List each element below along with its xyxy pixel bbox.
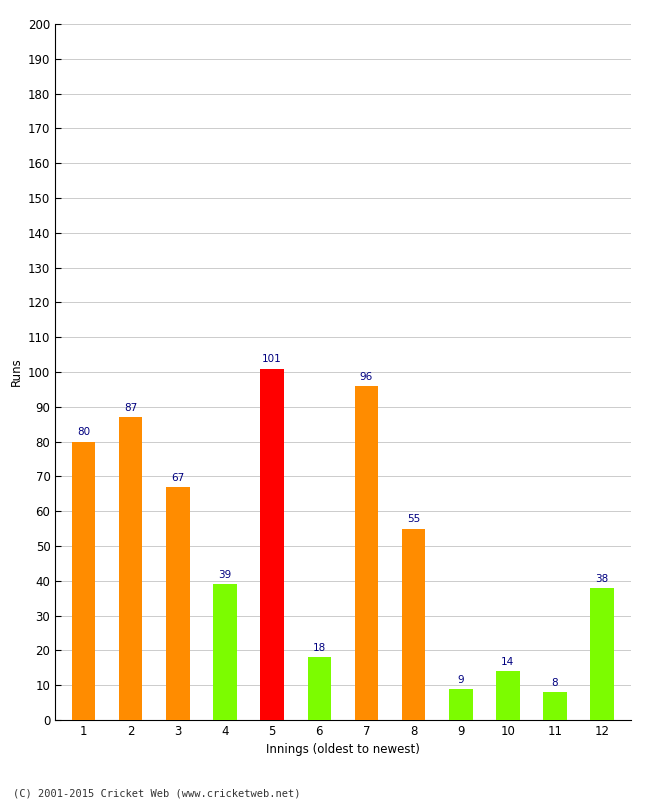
Text: 87: 87 [124, 403, 137, 413]
Bar [307, 658, 331, 720]
Text: 80: 80 [77, 427, 90, 438]
Text: 96: 96 [360, 372, 373, 382]
Y-axis label: Runs: Runs [10, 358, 23, 386]
Text: 67: 67 [171, 473, 185, 482]
Bar [72, 442, 96, 720]
Bar [166, 487, 190, 720]
Text: 38: 38 [595, 574, 609, 583]
Text: 55: 55 [407, 514, 421, 525]
Bar [590, 588, 614, 720]
Text: 9: 9 [458, 674, 464, 685]
Bar [355, 386, 378, 720]
Bar [496, 671, 520, 720]
Text: 8: 8 [552, 678, 558, 688]
Text: 101: 101 [262, 354, 282, 364]
Text: 39: 39 [218, 570, 231, 580]
Text: 18: 18 [313, 643, 326, 653]
Bar [119, 418, 142, 720]
Text: (C) 2001-2015 Cricket Web (www.cricketweb.net): (C) 2001-2015 Cricket Web (www.cricketwe… [13, 788, 300, 798]
Bar [213, 584, 237, 720]
Bar [449, 689, 473, 720]
Bar [261, 369, 284, 720]
Bar [402, 529, 425, 720]
Text: 14: 14 [501, 657, 515, 667]
X-axis label: Innings (oldest to newest): Innings (oldest to newest) [266, 743, 420, 757]
Bar [543, 692, 567, 720]
